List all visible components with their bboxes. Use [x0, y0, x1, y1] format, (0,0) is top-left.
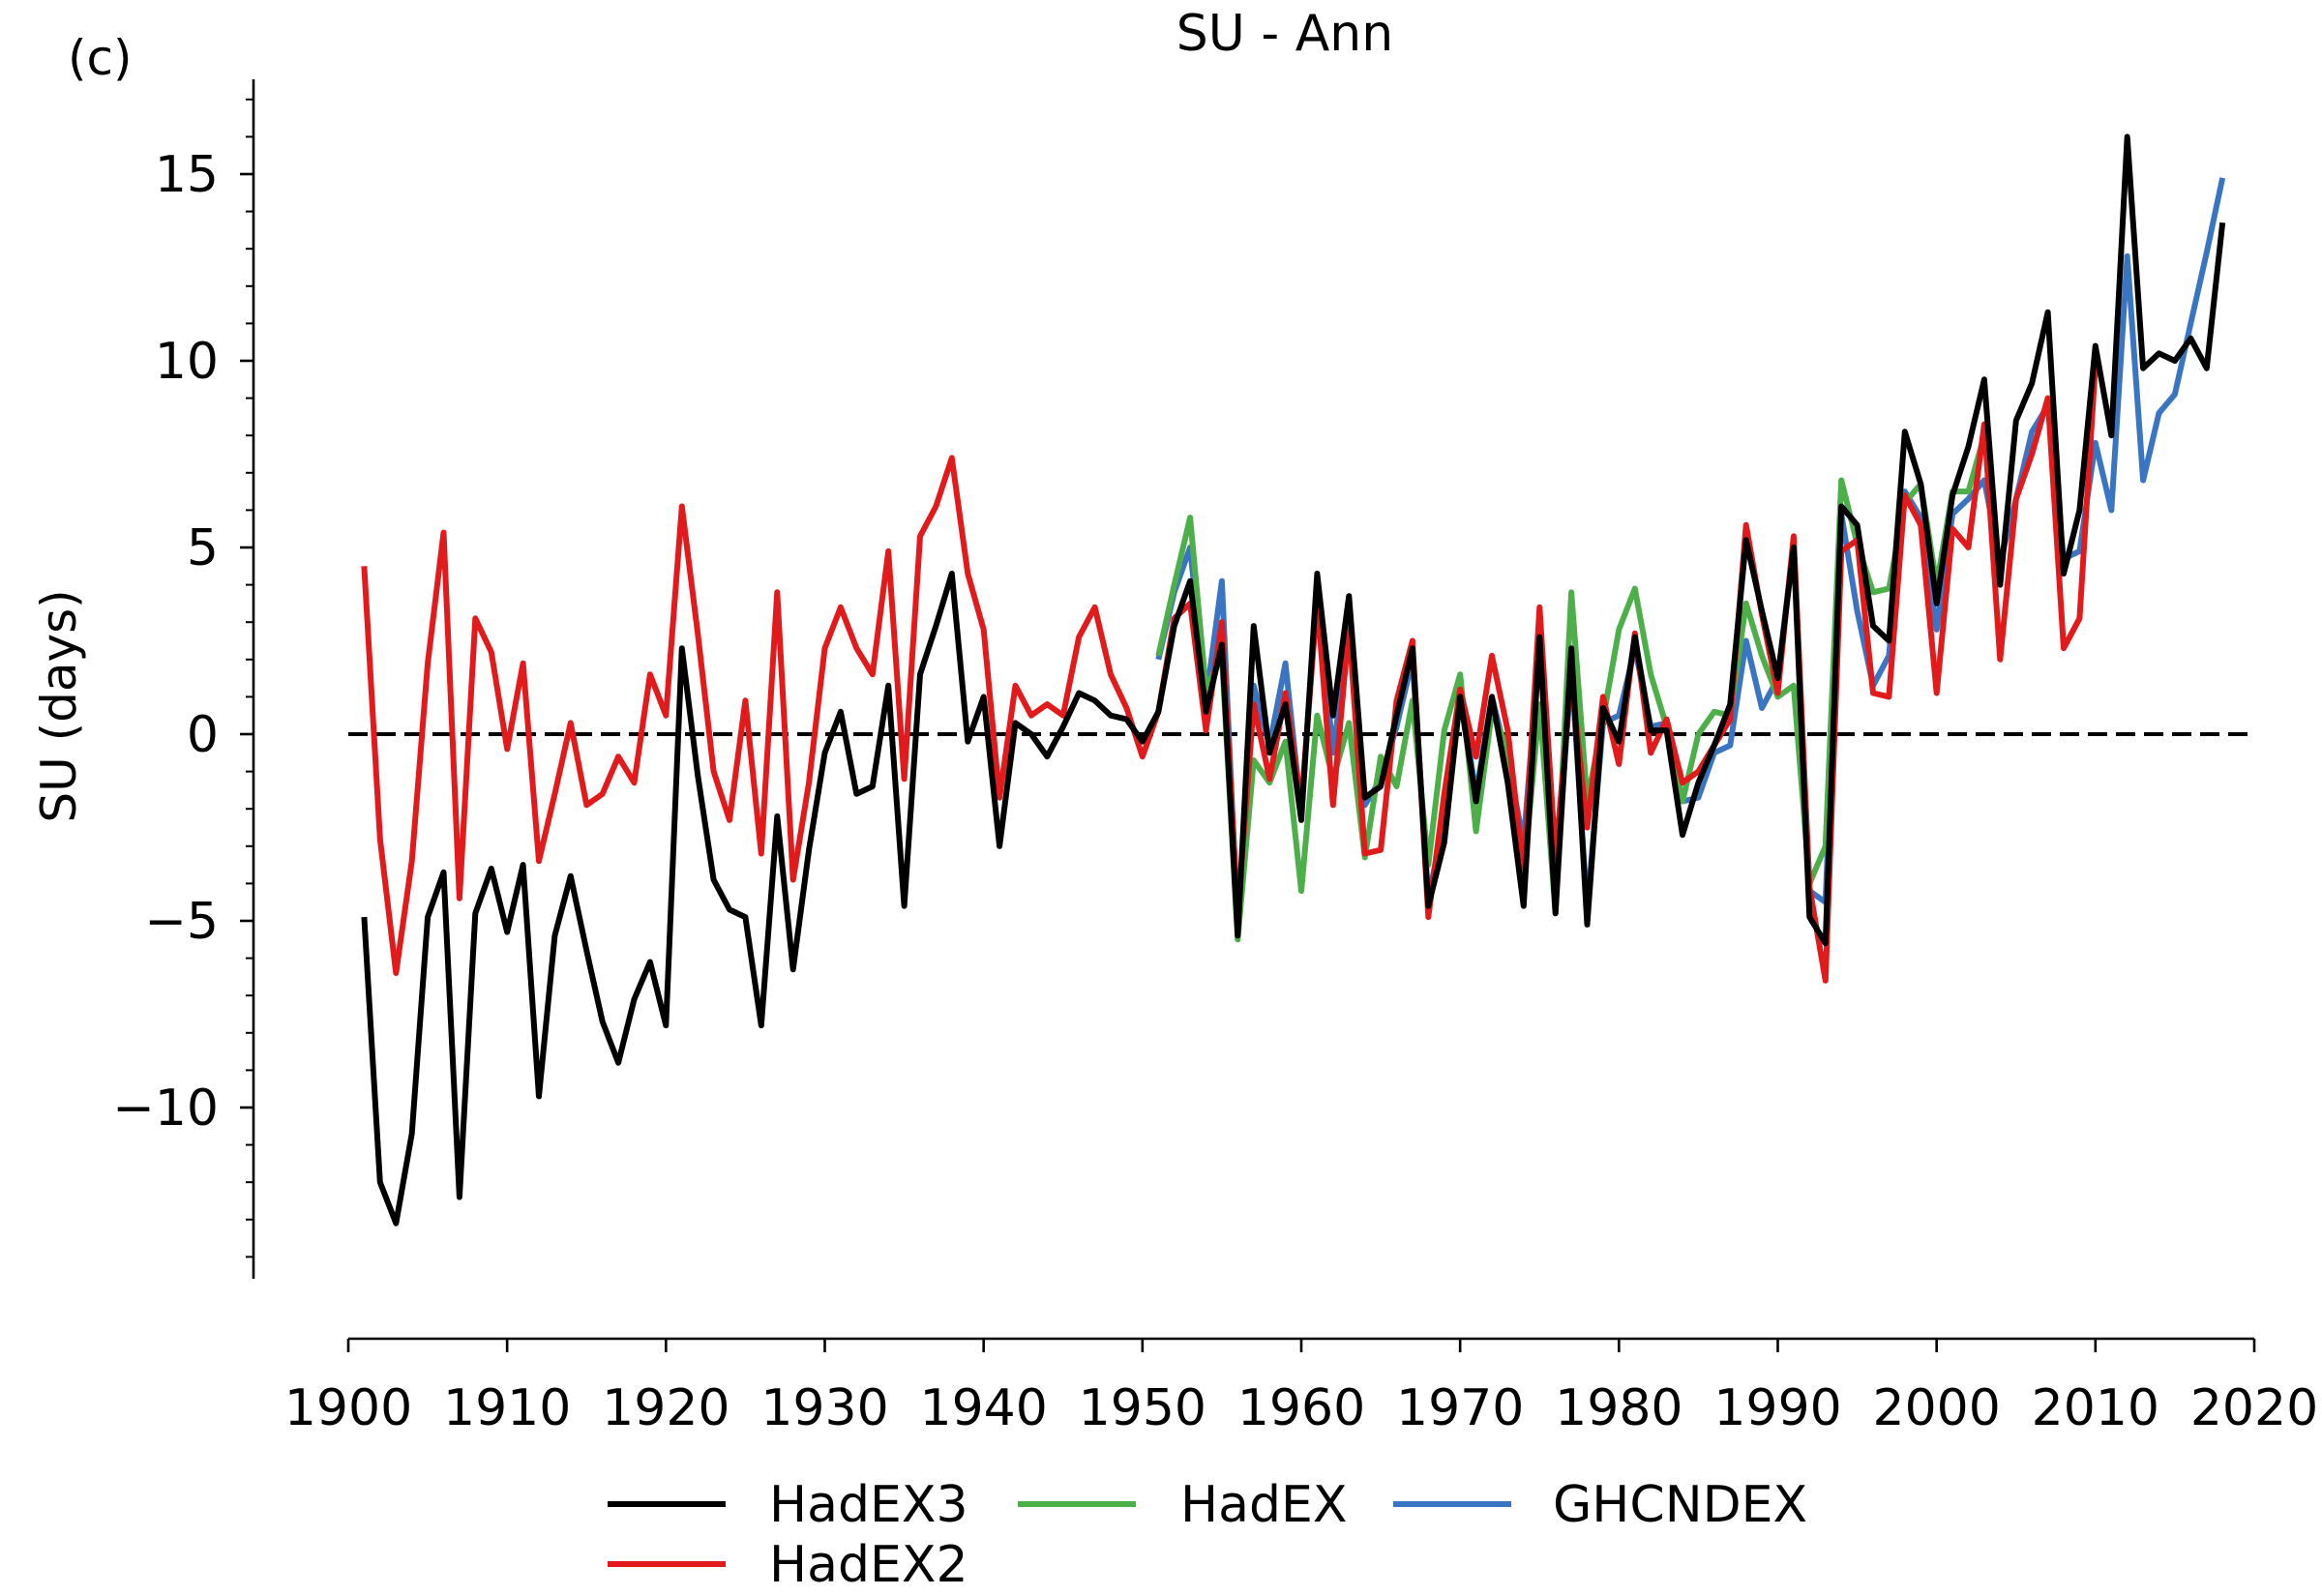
- y-tick-label: −10: [112, 1079, 219, 1138]
- y-tick-label: 5: [187, 519, 219, 577]
- y-tick-label: 10: [155, 333, 219, 391]
- panel-label: (c): [68, 30, 133, 86]
- x-ticks: 1900 1910 1920 1930 1940 1950 1960 1970 1980 1990…: [284, 1339, 2318, 1437]
- series-layer: [361, 133, 2226, 1227]
- x-tick-label: 1900: [284, 1379, 412, 1437]
- y-tick-label: −5: [144, 893, 219, 951]
- legend: HadEX3 HadEX GHCNDEX HadEX2: [608, 1476, 1807, 1594]
- x-tick-label: 1940: [919, 1379, 1047, 1437]
- x-tick-label: 1920: [602, 1379, 729, 1437]
- x-tick-label: 1980: [1555, 1379, 1682, 1437]
- y-ticks: −10 −5 0 5 10 15: [112, 98, 253, 1258]
- series-line-hadex: [1155, 434, 1987, 943]
- x-tick-label: 1910: [443, 1379, 571, 1437]
- x-tick-label: 1930: [760, 1379, 888, 1437]
- x-tick-label: 1990: [1713, 1379, 1841, 1437]
- series-line-hadex3: [361, 133, 2226, 1227]
- legend-label-hadex: HadEX: [1180, 1476, 1347, 1534]
- x-tick-label: 2000: [1872, 1379, 2000, 1437]
- y-axis: −10 −5 0 5 10 15: [112, 79, 255, 1279]
- x-tick-label: 2010: [2032, 1379, 2159, 1437]
- x-tick-label: 2020: [2190, 1379, 2318, 1437]
- legend-label-hadex2: HadEX2: [769, 1536, 968, 1594]
- y-tick-label: 0: [187, 706, 219, 764]
- legend-label-hadex3: HadEX3: [769, 1476, 968, 1534]
- chart-title: SU - Ann: [1176, 5, 1393, 63]
- y-axis-label: SU (days): [31, 589, 87, 822]
- legend-label-ghcndex: GHCNDEX: [1553, 1476, 1807, 1534]
- x-tick-label: 1950: [1079, 1379, 1206, 1437]
- y-tick-label: 15: [155, 146, 219, 204]
- x-tick-label: 1960: [1237, 1379, 1365, 1437]
- x-axis: 1900 1910 1920 1930 1940 1950 1960 1970 1980 1990…: [284, 1337, 2318, 1437]
- x-tick-label: 1970: [1396, 1379, 1524, 1437]
